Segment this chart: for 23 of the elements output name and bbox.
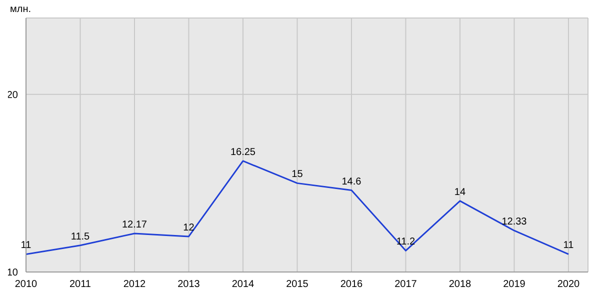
data-label: 12.33: [502, 216, 528, 228]
data-label: 12: [183, 222, 195, 234]
x-tick-label: 2014: [232, 279, 255, 290]
data-label: 14: [454, 186, 466, 198]
data-label: 15: [292, 169, 304, 180]
x-tick-label: 2018: [448, 279, 472, 290]
data-label: 11: [563, 240, 574, 252]
y-axis-title: млн.: [10, 4, 32, 15]
data-label: 12.17: [122, 219, 148, 230]
data-label: 14.6: [342, 176, 362, 188]
x-tick-label: 2020: [557, 279, 580, 290]
x-tick-label: 2012: [123, 279, 146, 290]
data-label: 16.25: [230, 146, 256, 158]
x-tick-label: 2010: [14, 279, 38, 290]
x-tick-label: 2017: [394, 279, 418, 290]
data-label: 11: [20, 240, 32, 252]
x-tick-label: 2016: [340, 279, 364, 290]
x-tick-label: 2013: [178, 279, 200, 290]
x-tick-label: 2011: [69, 279, 92, 290]
x-tick-label: 2019: [503, 279, 526, 290]
data-label: 11.5: [70, 231, 90, 242]
x-tick-label: 2015: [286, 279, 309, 290]
y-tick-label: 10: [6, 268, 18, 279]
